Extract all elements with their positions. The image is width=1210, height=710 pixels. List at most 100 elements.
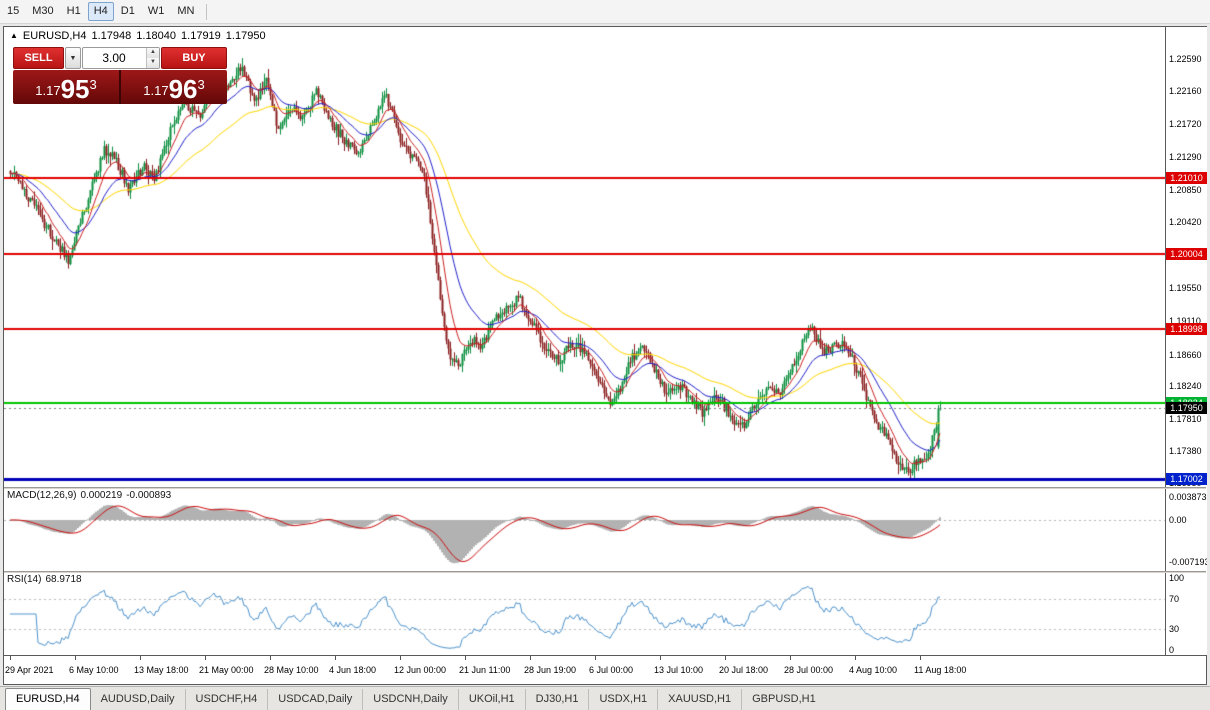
toolbar-separator — [206, 3, 208, 20]
chart-tab-ukoil-h1[interactable]: UKOil,H1 — [457, 689, 525, 710]
time-axis-label: 29 Apr 2021 — [5, 665, 54, 675]
timeframe-toolbar: 15 M30 H1 H4 D1 W1 MN — [0, 0, 1210, 24]
sell-price-display[interactable]: 1.17 95 3 — [13, 70, 121, 104]
macd-axis-label: -0.007193 — [1169, 557, 1207, 568]
timeframe-button-mn[interactable]: MN — [177, 5, 195, 17]
rsi-axis: 100 70 30 0 — [1166, 573, 1207, 655]
time-axis-label: 28 Jul 00:00 — [784, 665, 834, 675]
price-tag-1-17002: 1.17002 — [1166, 473, 1207, 486]
time-axis-label: 21 Jun 11:00 — [459, 665, 511, 675]
price-axis-label: 1.18660 — [1169, 349, 1202, 360]
time-axis-label: 4 Aug 10:00 — [849, 665, 898, 675]
price-axis-label: 1.17380 — [1169, 446, 1202, 456]
timeframe-button-15[interactable]: 15 — [7, 5, 20, 17]
buy-price-prefix: 1.17 — [143, 83, 169, 98]
sell-price-prefix: 1.17 — [35, 83, 61, 98]
price-axis-label: 1.21720 — [1169, 119, 1202, 130]
time-axis-label: 13 Jul 10:00 — [654, 665, 704, 675]
time-axis-tick — [400, 656, 401, 660]
timeframe-button-h4[interactable]: H4 — [87, 2, 114, 21]
time-axis-tick — [725, 656, 726, 660]
price-axis-label: 1.21290 — [1169, 151, 1202, 162]
panel-splitter-macd[interactable] — [4, 487, 1206, 489]
chart-tab-usdcnh-daily[interactable]: USDCNH,Daily — [362, 689, 458, 710]
one-click-controls-row: SELL ▼ ▲ ▼ BUY — [13, 47, 227, 69]
rsi-name: RSI(14) — [7, 574, 42, 585]
price-tag-1-17950: 1.17950 — [1166, 402, 1207, 415]
rsi-label: RSI(14) 68.9718 — [7, 574, 86, 585]
timeframe-bar: 15 M30 H1 H4 D1 W1 MN — [1, 2, 200, 21]
macd-label: MACD(12,26,9) 0.000219 -0.000893 — [7, 490, 175, 501]
chart-tab-eurusd-h4[interactable]: EURUSD,H4 — [5, 688, 91, 710]
time-axis-tick — [10, 656, 11, 660]
chart-ohlc-header: ▲ EURUSD,H4 1.17948 1.18040 1.17919 1.17950 — [10, 30, 271, 42]
time-axis-label: 6 Jul 00:00 — [589, 665, 634, 675]
time-axis-tick — [920, 656, 921, 660]
lot-size-field: ▲ ▼ — [82, 47, 160, 69]
rsi-canvas[interactable] — [4, 573, 1165, 655]
price-tag-1-21010: 1.21010 — [1166, 171, 1207, 184]
price-axis-label: 1.18240 — [1169, 381, 1202, 392]
time-axis[interactable]: 29 Apr 2021 6 May 10:00 13 May 18:00 21 May… — [4, 655, 1206, 684]
chart-tab-usdcad-daily[interactable]: USDCAD,Daily — [267, 689, 362, 710]
sell-price-sup: 3 — [89, 77, 97, 92]
price-tag-1-20004: 1.20004 — [1166, 247, 1207, 260]
time-axis-tick — [140, 656, 141, 660]
time-axis-label: 12 Jun 00:00 — [394, 665, 447, 675]
time-axis-label: 13 May 18:00 — [134, 665, 189, 675]
chevron-down-icon: ▼ — [69, 54, 77, 62]
panel-splitter-rsi[interactable] — [4, 571, 1206, 573]
sell-button[interactable]: SELL — [13, 47, 64, 69]
timeframe-button-w1[interactable]: W1 — [147, 5, 165, 17]
chart-tab-usdx-h1[interactable]: USDX,H1 — [588, 689, 657, 710]
time-axis-tick — [205, 656, 206, 660]
price-axis-label: 1.22590 — [1169, 53, 1202, 64]
chart-tab-gbpusd-h1[interactable]: GBPUSD,H1 — [741, 689, 826, 710]
price-axis-label: 1.22160 — [1169, 86, 1202, 97]
macd-axis-label: 0.003873 — [1169, 492, 1207, 503]
rsi-axis-label: 70 — [1169, 594, 1180, 605]
chart-symbol: EURUSD,H4 — [22, 30, 87, 42]
timeframe-button-m30[interactable]: M30 — [32, 5, 54, 17]
macd-value-main: 0.000219 — [80, 490, 123, 501]
buy-price-main: 96 — [168, 74, 198, 104]
price-axis-label: 1.20850 — [1169, 184, 1202, 195]
time-axis-label: 21 May 00:00 — [199, 665, 254, 675]
lot-increase-button[interactable]: ▲ — [147, 48, 159, 58]
one-click-dropdown-button[interactable]: ▼ — [65, 47, 81, 69]
time-axis-label: 28 Jun 19:00 — [524, 665, 577, 675]
ohlc-close: 1.17950 — [225, 30, 266, 42]
chart-window: ▲ EURUSD,H4 1.17948 1.18040 1.17919 1.17950 S… — [3, 26, 1207, 685]
time-axis-label: 4 Jun 18:00 — [329, 665, 377, 675]
buy-price-display[interactable]: 1.17 96 3 — [121, 70, 227, 104]
chart-tab-xauusd-h1[interactable]: XAUUSD,H1 — [657, 689, 741, 710]
time-axis-label: 28 May 10:00 — [264, 665, 319, 675]
time-axis-tick — [465, 656, 466, 660]
macd-name: MACD(12,26,9) — [7, 490, 77, 501]
price-axis-column[interactable]: 1.22590 1.22160 1.21720 1.21290 1.20850 1.204… — [1165, 27, 1207, 655]
timeframe-button-h1[interactable]: H1 — [66, 5, 81, 17]
macd-canvas[interactable] — [4, 489, 1165, 571]
price-axis-label: 1.20420 — [1169, 217, 1202, 228]
lot-size-input[interactable] — [83, 48, 145, 68]
time-axis-label: 6 May 10:00 — [69, 665, 119, 675]
time-axis-label: 11 Aug 18:00 — [914, 665, 967, 675]
macd-axis-label: 0.00 — [1169, 515, 1187, 525]
buy-button[interactable]: BUY — [161, 47, 227, 69]
lot-decrease-button[interactable]: ▼ — [147, 58, 159, 68]
time-axis-tick — [855, 656, 856, 660]
chart-tab-dj30-h1[interactable]: DJ30,H1 — [524, 689, 589, 710]
chart-tab-audusd-daily[interactable]: AUDUSD,Daily — [100, 693, 175, 705]
price-axis-label: 1.17810 — [1169, 413, 1202, 424]
rsi-axis-label: 30 — [1169, 623, 1180, 634]
chart-tab-usdchf-h4[interactable]: USDCHF,H4 — [184, 689, 268, 710]
one-click-price-row: 1.17 95 3 1.17 96 3 — [13, 70, 227, 104]
timeframe-button-d1[interactable]: D1 — [120, 5, 135, 17]
time-axis-tick — [270, 656, 271, 660]
time-axis-label: 20 Jul 18:00 — [719, 665, 769, 675]
time-axis-tick — [595, 656, 596, 660]
time-axis-tick — [530, 656, 531, 660]
chart-symbol-icon: ▲ — [10, 31, 18, 40]
ohlc-low: 1.17919 — [181, 30, 221, 42]
